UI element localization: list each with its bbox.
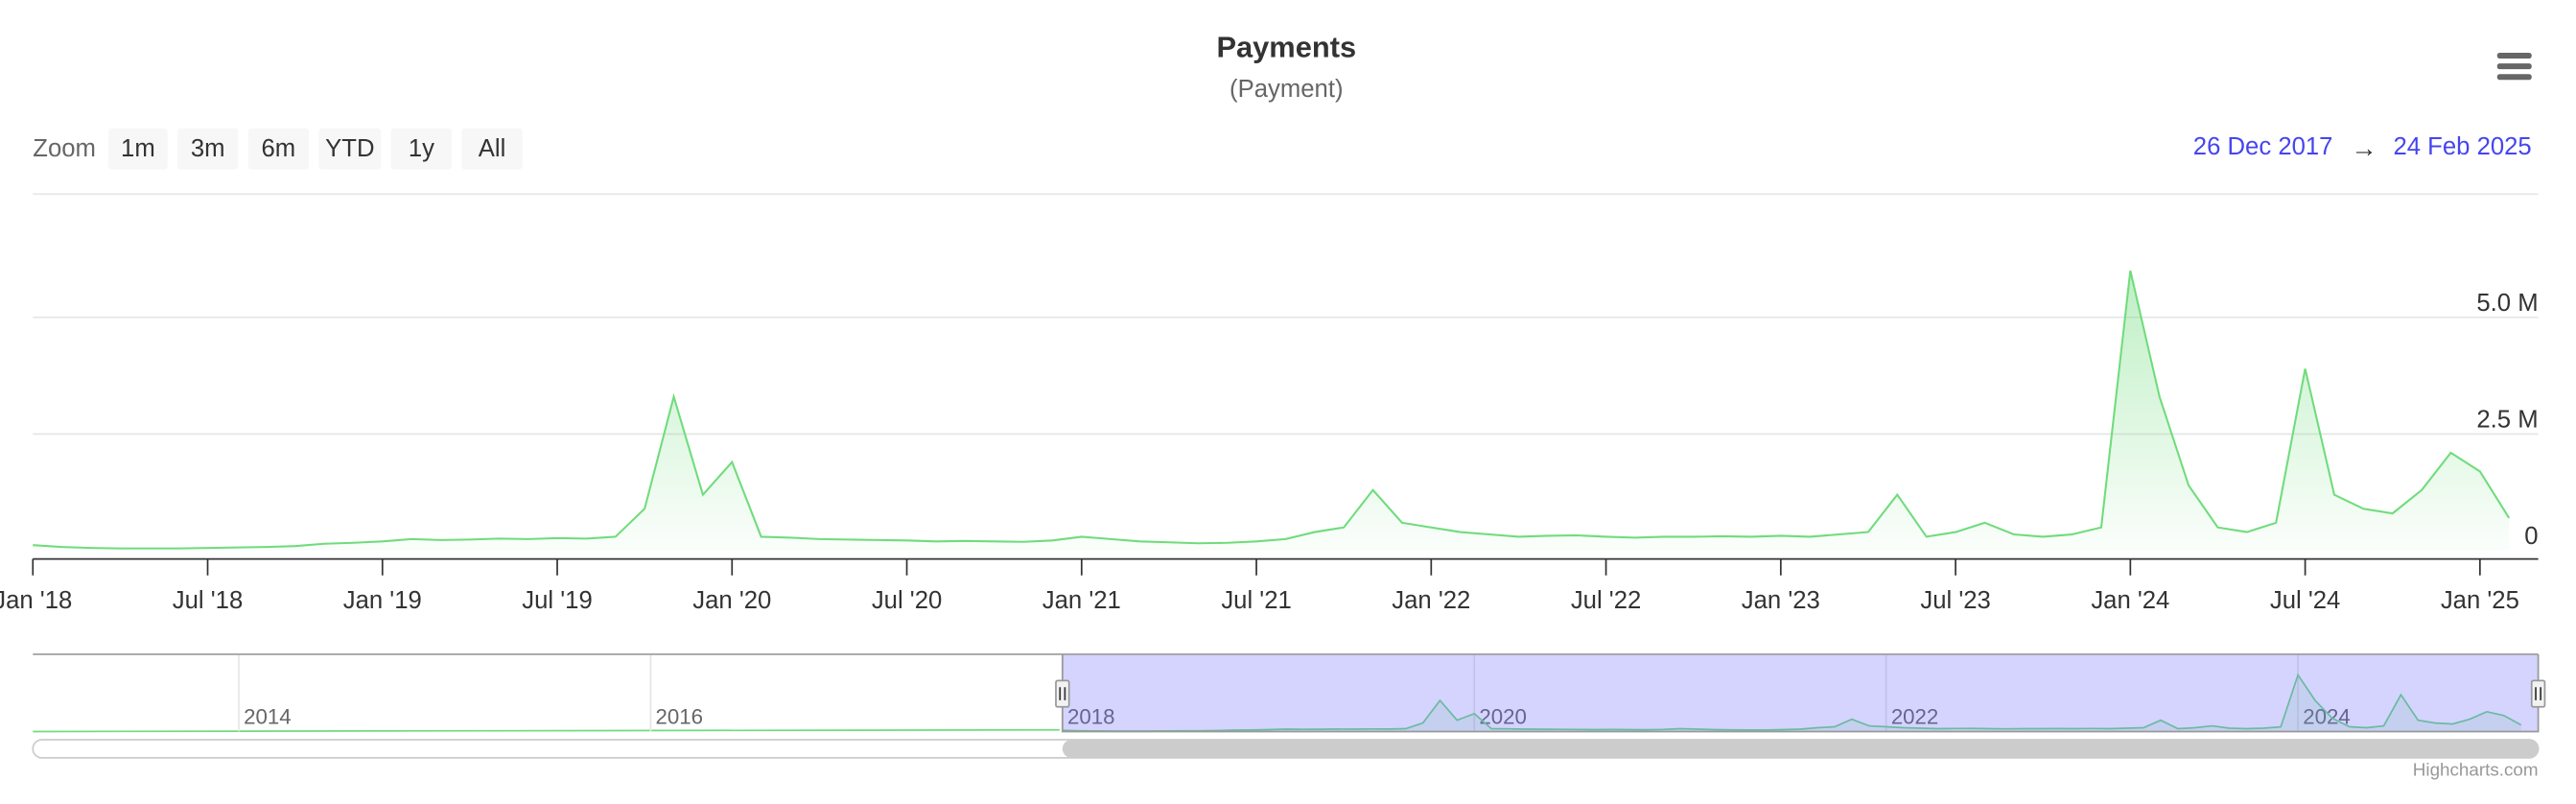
navigator-handle[interactable] [2530, 679, 2546, 708]
x-tick-label: Jul '23 [1920, 587, 1990, 614]
navigator-tick-label: 2016 [656, 705, 704, 729]
zoom-button[interactable] [177, 128, 239, 170]
zoom-label: Zoom [33, 135, 96, 162]
zoom-button-label[interactable]: All [479, 135, 506, 162]
navigator-tick-label: 2024 [2303, 705, 2351, 729]
zoom-button[interactable] [318, 128, 382, 170]
y-tick-label: 0 [2524, 523, 2538, 550]
scrollbar-thumb[interactable] [1062, 740, 2539, 758]
x-tick-label: Jan '23 [1742, 587, 1820, 614]
x-tick-label: Jan '22 [1392, 587, 1470, 614]
y-tick-label: 2.5 M [2476, 406, 2538, 433]
menu-bar[interactable] [2496, 74, 2532, 81]
zoom-button-label[interactable]: 1m [121, 135, 155, 162]
credits[interactable]: Highcharts.com [2413, 760, 2539, 780]
navigator-handle-grip [1059, 687, 1066, 700]
zoom-button[interactable] [108, 128, 168, 170]
line [33, 270, 2511, 550]
x-tick-label: Jan '20 [692, 587, 771, 614]
x-tick-label: Jul '20 [872, 587, 942, 614]
zoom-button[interactable] [247, 128, 310, 170]
x-tick-label: Jul '18 [173, 587, 243, 614]
x-tick-label: Jul '19 [522, 587, 592, 614]
x-tick-label: Jul '21 [1221, 587, 1291, 614]
range-to[interactable]: 24 Feb 2025 [2393, 133, 2531, 160]
y-tick-label: 5.0 M [2476, 290, 2538, 317]
range-from[interactable]: 26 Dec 2017 [2193, 133, 2333, 160]
navigator-handle[interactable] [1055, 679, 1070, 708]
chart-subtitle: (Payment) [1229, 76, 1343, 103]
zoom-button[interactable] [390, 128, 453, 170]
navigator-line [1062, 673, 2522, 732]
navigator-handle-grip [2535, 687, 2542, 700]
menu-bar[interactable] [2496, 63, 2532, 70]
zoom-buttons: 1m 3m 6m YTD 1y All [108, 128, 523, 170]
x-tick-label: Jan '19 [343, 587, 422, 614]
menu-button[interactable] [2496, 52, 2532, 81]
x-tick-label: Jan '25 [2441, 587, 2519, 614]
navigator-tick-label: 2014 [244, 705, 292, 729]
menu-bar[interactable] [2496, 52, 2532, 59]
x-tick-label: Jan '18 [0, 587, 72, 614]
zoom-button[interactable] [461, 128, 523, 170]
chart-title: Payments [1216, 31, 1356, 64]
x-tick-label: Jan '21 [1042, 587, 1121, 614]
zoom-button-label[interactable]: 3m [191, 135, 225, 162]
navigator-tick-label: 2018 [1067, 705, 1115, 729]
navigator-history-line [33, 728, 1060, 733]
zoom-button-label[interactable]: YTD [325, 135, 374, 162]
x-tick-label: Jan '24 [2091, 587, 2169, 614]
x-tick-label: Jul '24 [2270, 587, 2340, 614]
range-separator: → [2351, 132, 2377, 162]
x-tick-label: Jul '22 [1571, 587, 1641, 614]
zoom-button-label[interactable]: 6m [262, 135, 296, 162]
navigator-mask[interactable] [1062, 653, 2539, 732]
navigator-tick-label: 2022 [1891, 705, 1939, 729]
zoom-button-label[interactable]: 1y [409, 135, 434, 162]
